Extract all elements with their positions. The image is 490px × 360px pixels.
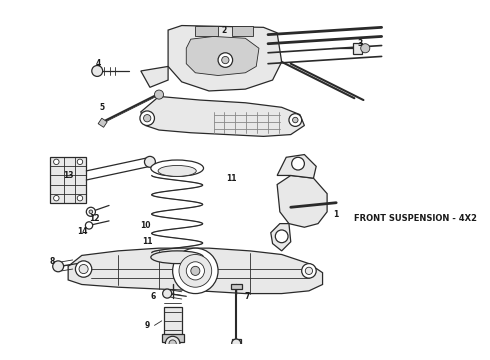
Circle shape [92,66,103,76]
Circle shape [86,207,96,216]
Polygon shape [352,43,362,54]
Circle shape [293,117,298,123]
Polygon shape [277,154,316,178]
Text: 5: 5 [99,103,104,112]
Text: 8: 8 [49,257,54,266]
Polygon shape [231,284,242,289]
Polygon shape [164,307,182,339]
Text: 6: 6 [150,292,155,301]
Circle shape [145,156,155,167]
Circle shape [186,262,204,280]
Circle shape [179,255,212,287]
Text: 13: 13 [63,171,74,180]
Polygon shape [271,224,291,251]
Circle shape [361,44,370,53]
Text: 11: 11 [142,237,152,246]
Circle shape [79,265,88,274]
Circle shape [232,339,241,348]
Text: 10: 10 [140,221,150,230]
Polygon shape [141,67,168,87]
Circle shape [154,90,164,99]
Text: 11: 11 [226,174,237,183]
Ellipse shape [158,166,196,176]
Circle shape [218,53,233,67]
Circle shape [53,195,59,201]
Polygon shape [277,175,327,227]
Polygon shape [141,96,304,136]
Circle shape [292,157,304,170]
Polygon shape [50,157,86,203]
Circle shape [53,159,59,165]
Circle shape [191,266,200,275]
Circle shape [163,289,172,298]
Circle shape [221,57,229,64]
Circle shape [89,210,93,213]
Text: 7: 7 [245,292,250,301]
Circle shape [140,111,154,126]
Polygon shape [168,26,282,91]
Text: 2: 2 [222,26,227,35]
Circle shape [165,336,180,351]
Circle shape [77,159,83,165]
Circle shape [85,222,93,229]
Text: 14: 14 [77,227,88,236]
Polygon shape [186,36,259,76]
Polygon shape [232,339,241,343]
Polygon shape [232,26,253,36]
Text: 9: 9 [145,321,150,330]
Ellipse shape [151,160,203,176]
Text: 1: 1 [334,210,339,219]
Circle shape [169,340,176,347]
Circle shape [75,261,92,277]
Polygon shape [98,118,107,127]
Circle shape [53,261,64,272]
Text: 12: 12 [89,214,100,223]
Circle shape [77,195,83,201]
Polygon shape [162,334,184,342]
Circle shape [172,248,218,293]
Circle shape [144,114,151,122]
Text: FRONT SUSPENSION - 4X2: FRONT SUSPENSION - 4X2 [354,214,477,223]
Polygon shape [196,26,218,36]
Polygon shape [68,248,322,293]
Text: 3: 3 [357,39,363,48]
Circle shape [302,264,316,278]
Circle shape [305,267,313,274]
Text: 4: 4 [96,59,101,68]
Circle shape [275,230,288,243]
Circle shape [289,114,302,126]
Ellipse shape [151,251,203,264]
